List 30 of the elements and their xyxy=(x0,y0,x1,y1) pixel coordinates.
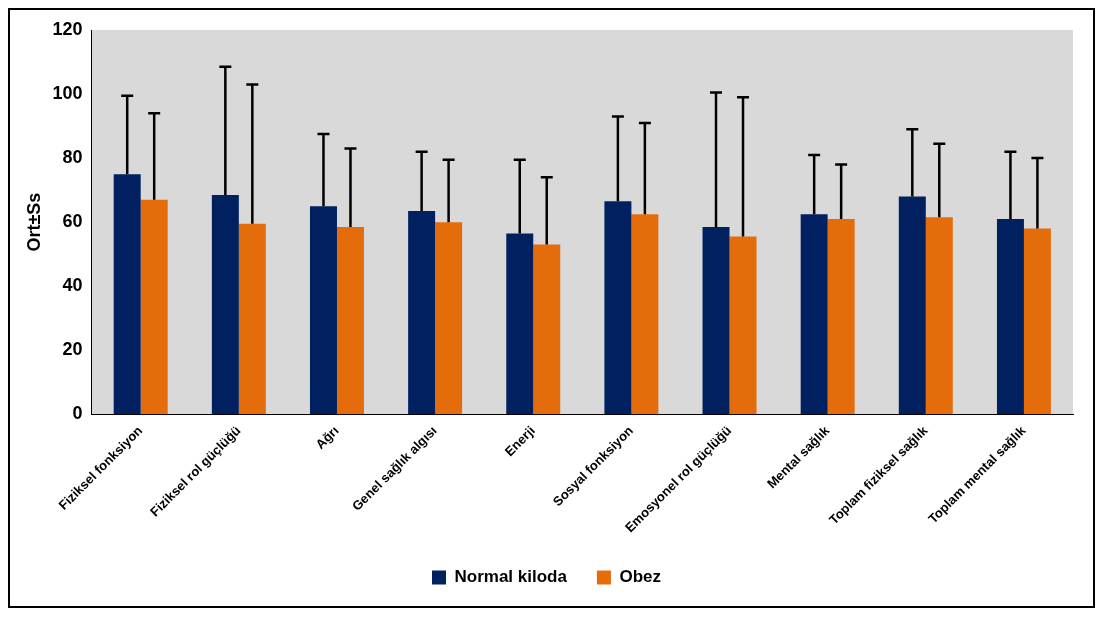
bar xyxy=(898,196,926,415)
bar xyxy=(211,194,239,415)
bar xyxy=(238,223,266,415)
bar xyxy=(336,226,364,415)
y-tick-label: 100 xyxy=(52,83,83,104)
bar xyxy=(827,218,855,415)
bar xyxy=(435,222,463,415)
bar xyxy=(408,210,436,415)
bar xyxy=(996,218,1024,415)
bar xyxy=(506,233,534,415)
bar xyxy=(533,244,561,415)
bar xyxy=(631,214,659,415)
bar xyxy=(800,214,828,415)
y-tick-label: 80 xyxy=(62,147,83,168)
bar xyxy=(702,226,730,415)
bar xyxy=(113,174,141,415)
y-tick-label: 0 xyxy=(72,403,83,424)
legend-label: Obez xyxy=(619,567,661,587)
y-tick-label: 20 xyxy=(62,339,83,360)
y-tick-label: 60 xyxy=(62,211,83,232)
bar xyxy=(309,206,337,415)
bar xyxy=(729,236,757,415)
y-tick-label: 40 xyxy=(62,275,83,296)
legend-label: Normal kiloda xyxy=(454,567,568,587)
bar xyxy=(1023,228,1051,415)
bar xyxy=(140,199,168,415)
bar xyxy=(604,201,632,415)
y-tick-label: 120 xyxy=(52,18,83,39)
y-axis-title: Ort±Ss xyxy=(23,192,44,252)
bar xyxy=(925,217,953,415)
